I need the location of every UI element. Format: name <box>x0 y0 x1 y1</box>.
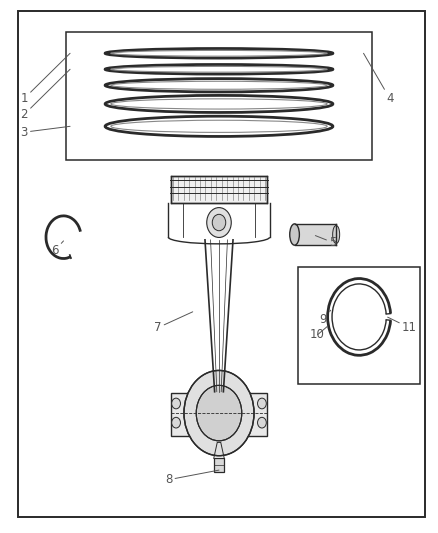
Bar <box>66 32 372 160</box>
Circle shape <box>184 370 254 456</box>
Circle shape <box>212 214 226 231</box>
Circle shape <box>172 417 180 428</box>
Text: 9: 9 <box>319 310 331 326</box>
Text: 8: 8 <box>165 470 219 486</box>
Text: 6: 6 <box>51 241 64 257</box>
Text: 2: 2 <box>20 69 70 121</box>
Bar <box>214 458 224 472</box>
Bar <box>294 224 336 245</box>
Text: 1: 1 <box>20 53 70 105</box>
Text: 7: 7 <box>154 312 193 334</box>
Circle shape <box>258 398 266 409</box>
Ellipse shape <box>332 225 340 244</box>
Circle shape <box>207 207 231 237</box>
Bar <box>171 176 267 203</box>
Circle shape <box>258 417 266 428</box>
Circle shape <box>196 385 242 441</box>
Text: 5: 5 <box>315 236 336 249</box>
Text: 11: 11 <box>388 317 417 334</box>
Text: 4: 4 <box>364 53 394 105</box>
Text: 3: 3 <box>21 126 70 139</box>
Circle shape <box>172 398 180 409</box>
Ellipse shape <box>290 224 299 245</box>
Bar <box>298 266 420 384</box>
Bar <box>171 393 267 436</box>
Text: 10: 10 <box>310 326 328 341</box>
